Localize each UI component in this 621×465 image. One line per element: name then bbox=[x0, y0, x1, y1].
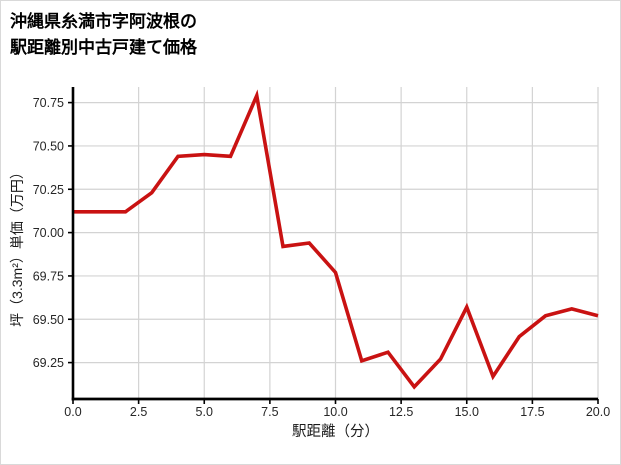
x-tick-label: 7.5 bbox=[261, 405, 278, 419]
x-tick-label: 12.5 bbox=[389, 405, 413, 419]
chart-title-line-1: 沖縄県糸満市字阿波根の bbox=[10, 12, 197, 31]
y-tick-label: 69.50 bbox=[33, 313, 64, 327]
x-tick-label: 2.5 bbox=[130, 405, 147, 419]
x-axis-label: 駅距離（分） bbox=[292, 424, 379, 440]
y-axis-label: 坪（3.3m²）単価（万円） bbox=[9, 165, 25, 327]
price-line-series bbox=[73, 89, 599, 390]
x-tick-label: 10.0 bbox=[323, 405, 347, 419]
y-tick-label: 70.75 bbox=[33, 96, 64, 110]
y-tick-label: 69.75 bbox=[33, 269, 64, 283]
x-tick-label: 0.0 bbox=[64, 405, 81, 419]
chart-title-line-2: 駅距離別中古戸建て価格 bbox=[10, 38, 197, 57]
chart-title: 沖縄県糸満市字阿波根の 駅距離別中古戸建て価格 bbox=[10, 9, 197, 61]
x-tick-label: 15.0 bbox=[455, 405, 479, 419]
y-tick-label: 70.25 bbox=[33, 183, 64, 197]
x-tick-label: 5.0 bbox=[196, 405, 213, 419]
x-tick-label: 20.0 bbox=[586, 405, 610, 419]
y-tick-label: 70.00 bbox=[33, 226, 64, 240]
y-tick-label: 69.25 bbox=[33, 356, 64, 370]
x-tick-label: 17.5 bbox=[520, 405, 544, 419]
y-tick-label: 70.50 bbox=[33, 139, 64, 153]
